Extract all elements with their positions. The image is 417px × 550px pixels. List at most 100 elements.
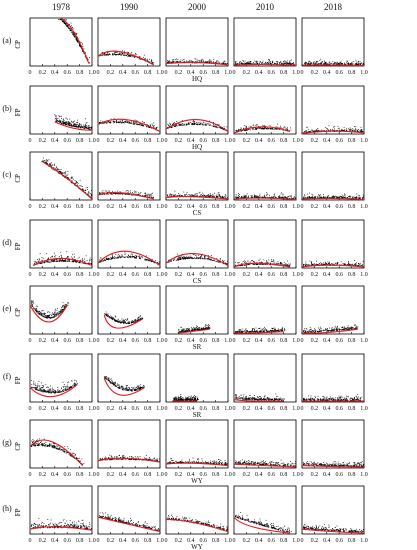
data-point xyxy=(106,257,107,259)
data-point xyxy=(235,193,237,195)
data-point xyxy=(73,121,75,122)
data-point xyxy=(148,127,150,128)
data-point xyxy=(282,193,284,195)
data-point xyxy=(133,256,135,257)
data-point xyxy=(238,262,240,263)
data-point xyxy=(287,265,289,266)
data-point xyxy=(249,264,251,265)
data-point xyxy=(79,124,81,126)
data-point xyxy=(319,63,321,65)
data-point xyxy=(149,195,151,197)
data-point xyxy=(72,32,74,34)
data-point xyxy=(334,63,336,65)
data-point xyxy=(306,196,308,198)
data-point xyxy=(356,129,358,131)
data-point xyxy=(64,176,65,178)
data-point xyxy=(124,256,126,258)
data-point xyxy=(316,260,317,262)
data-point xyxy=(335,62,336,64)
data-point xyxy=(62,20,64,22)
data-point xyxy=(140,258,141,260)
data-point xyxy=(263,195,265,197)
data-point xyxy=(201,256,202,258)
data-point xyxy=(287,197,289,199)
data-point xyxy=(63,260,65,261)
data-point xyxy=(188,256,190,257)
data-point xyxy=(58,169,59,171)
data-point xyxy=(65,171,67,172)
data-point xyxy=(191,194,193,196)
data-point xyxy=(61,172,63,173)
x-tick-label: 0.6 xyxy=(267,272,275,278)
data-point xyxy=(269,124,271,126)
data-point xyxy=(206,124,208,126)
x-tick-label: 0.2 xyxy=(311,70,319,76)
data-point xyxy=(318,129,319,131)
data-point xyxy=(55,115,56,117)
data-point xyxy=(128,256,129,258)
data-point xyxy=(248,61,250,62)
data-point xyxy=(321,263,323,264)
data-point xyxy=(254,196,256,197)
data-point xyxy=(317,196,319,197)
data-point xyxy=(122,193,124,195)
data-point xyxy=(308,131,310,133)
data-point xyxy=(77,182,79,184)
data-point xyxy=(320,262,321,264)
data-point xyxy=(356,262,357,264)
data-point xyxy=(46,159,48,160)
data-point xyxy=(284,197,286,198)
data-point xyxy=(307,193,308,195)
panel-d-2000 xyxy=(165,219,229,269)
data-point xyxy=(149,125,151,127)
fit-curve xyxy=(97,50,155,66)
panel-b-2000 xyxy=(165,85,229,135)
data-point xyxy=(359,64,361,65)
data-point xyxy=(351,263,353,265)
data-point xyxy=(80,126,81,128)
data-point xyxy=(283,61,285,62)
data-point xyxy=(110,193,112,194)
data-point xyxy=(323,262,324,264)
data-point xyxy=(124,121,125,122)
data-point xyxy=(64,122,66,124)
row-letter: (c) xyxy=(3,170,12,179)
data-point xyxy=(237,197,239,198)
x-tick-label: 0.6 xyxy=(131,204,139,210)
data-point xyxy=(272,62,273,64)
data-point xyxy=(67,171,69,172)
data-point xyxy=(254,60,256,62)
data-point xyxy=(88,125,90,126)
data-point xyxy=(83,261,85,263)
data-point xyxy=(73,124,75,126)
data-point xyxy=(363,63,364,65)
data-point xyxy=(78,127,80,129)
data-point xyxy=(266,194,268,195)
data-point xyxy=(337,197,339,199)
data-point xyxy=(136,123,138,125)
data-point xyxy=(335,195,336,197)
data-point xyxy=(109,122,111,124)
data-point xyxy=(266,261,267,263)
data-point xyxy=(236,129,237,131)
data-point xyxy=(190,257,192,259)
data-point xyxy=(328,262,330,264)
data-point xyxy=(53,259,55,261)
x-tick-label: 0.8 xyxy=(144,204,152,210)
data-point xyxy=(90,259,92,260)
data-point xyxy=(304,195,306,197)
data-point xyxy=(121,120,123,121)
data-point xyxy=(311,193,313,195)
data-point xyxy=(65,124,67,126)
data-point xyxy=(271,261,273,262)
data-point xyxy=(214,125,216,126)
data-point xyxy=(315,130,316,132)
data-point xyxy=(324,62,325,64)
data-point xyxy=(318,264,320,266)
data-point xyxy=(237,63,238,64)
data-point xyxy=(46,162,48,163)
data-point xyxy=(357,64,359,66)
data-point xyxy=(70,124,72,126)
data-point xyxy=(245,261,246,263)
data-point xyxy=(78,256,80,258)
